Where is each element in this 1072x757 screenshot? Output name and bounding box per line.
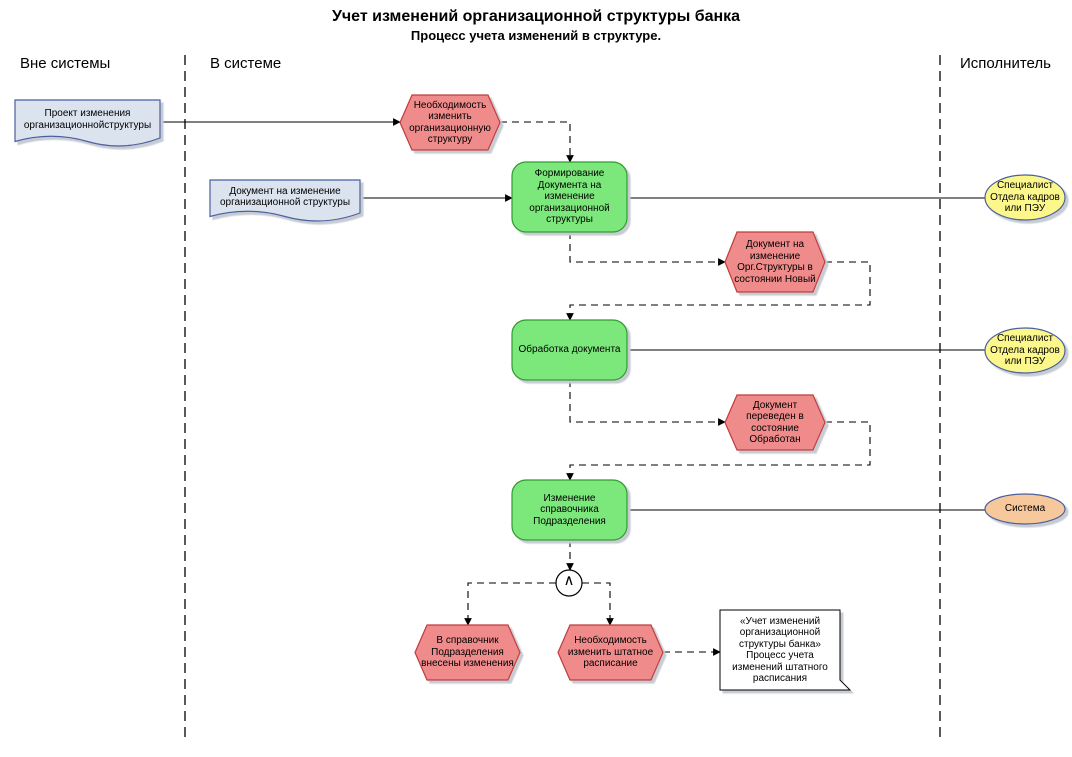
diagram-canvas: Проект изменения организационнойструктур…	[0, 0, 1072, 757]
